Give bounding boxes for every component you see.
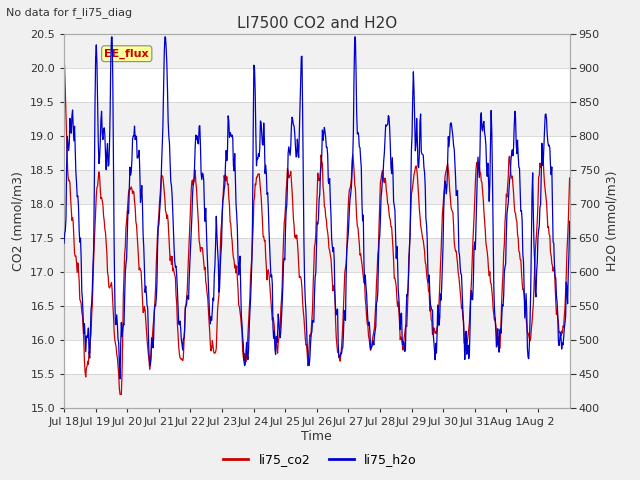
Bar (64, 238, 570, 272)
Bar (64, 170, 570, 204)
Y-axis label: H2O (mmol/m3): H2O (mmol/m3) (605, 170, 618, 271)
Bar (64, 102, 570, 136)
Text: No data for f_li75_diag: No data for f_li75_diag (6, 7, 132, 18)
Text: EE_flux: EE_flux (104, 48, 149, 59)
Y-axis label: CO2 (mmol/m3): CO2 (mmol/m3) (12, 171, 25, 271)
Bar (64, 306, 570, 340)
X-axis label: Time: Time (301, 430, 332, 443)
Bar (64, 374, 570, 408)
Bar (64, 34, 570, 68)
Title: LI7500 CO2 and H2O: LI7500 CO2 and H2O (237, 16, 397, 31)
Legend: li75_co2, li75_h2o: li75_co2, li75_h2o (218, 448, 422, 471)
